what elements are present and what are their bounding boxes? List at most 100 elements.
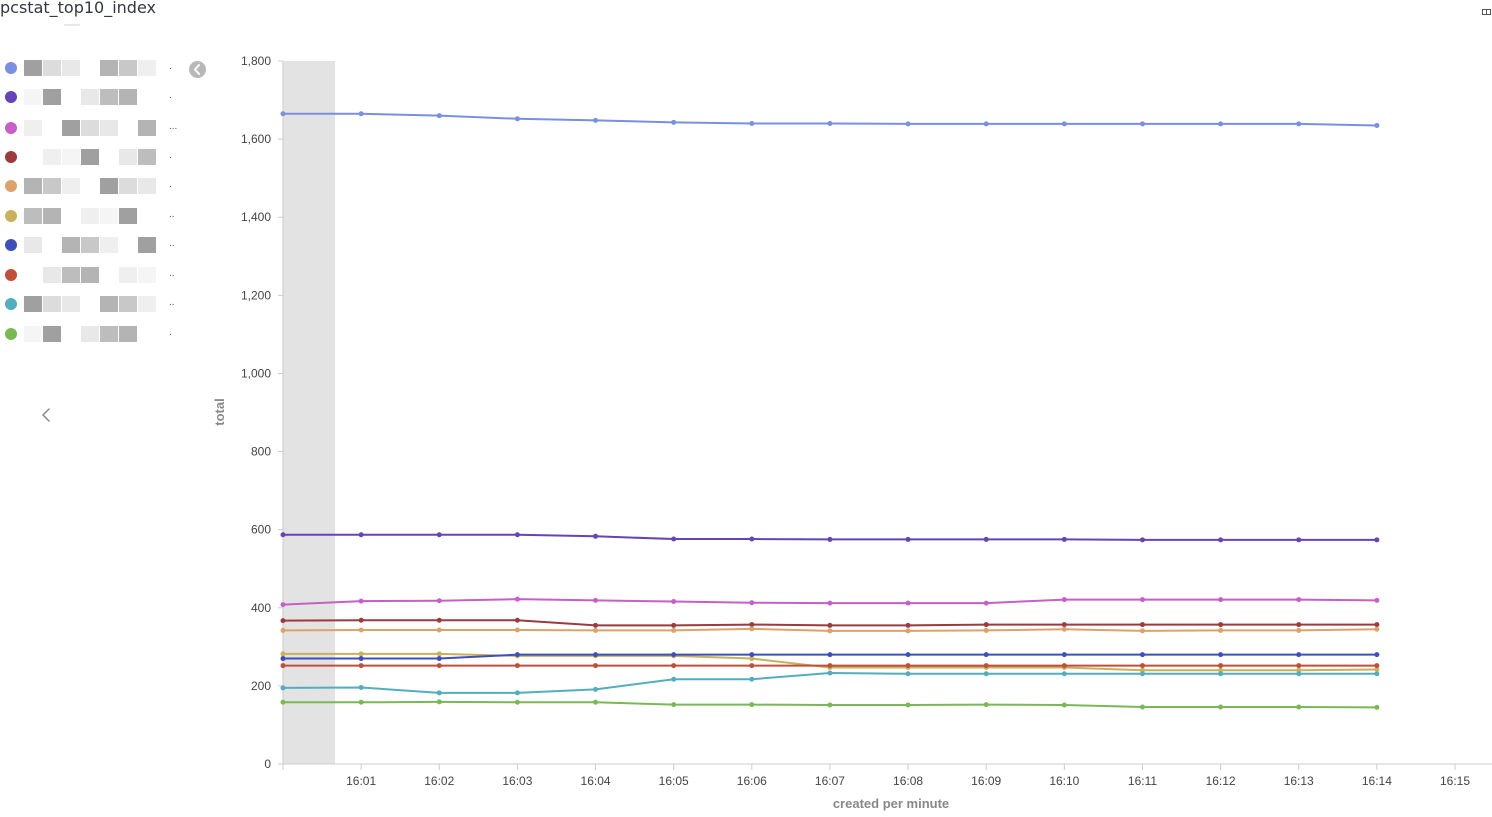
series-7-point <box>983 652 989 658</box>
x-tick-label: 16:08 <box>893 774 923 788</box>
series-10-point <box>1139 704 1145 710</box>
series-2-point <box>436 532 442 538</box>
panel-options-icon[interactable] <box>1482 9 1491 15</box>
series-7-point <box>1374 652 1380 658</box>
legend-item[interactable]: . <box>0 58 185 78</box>
series-4-point <box>358 617 364 623</box>
legend-item[interactable]: . <box>0 176 185 196</box>
legend-item[interactable]: . <box>0 147 185 167</box>
series-4-point <box>1374 622 1380 628</box>
series-2-point <box>1061 536 1067 542</box>
legend-color-dot[interactable] <box>5 62 17 74</box>
legend-item[interactable]: . <box>0 87 185 107</box>
legend-label-redacted <box>24 149 160 165</box>
series-1-point <box>671 119 677 125</box>
series-4-point <box>1218 622 1224 628</box>
series-9-point <box>514 690 520 696</box>
series-9-point <box>671 676 677 682</box>
series-1-point <box>593 117 599 123</box>
series-1-point <box>1296 121 1302 127</box>
series-4-point <box>905 622 911 628</box>
legend-ellipsis: . <box>169 90 172 101</box>
series-4-point <box>1139 622 1145 628</box>
series-7-point <box>514 652 520 658</box>
series-10-point <box>280 699 286 705</box>
legend-item[interactable]: .. <box>0 235 185 255</box>
series-4-point <box>436 617 442 623</box>
series-1-point <box>436 113 442 119</box>
series-2-point <box>1218 537 1224 543</box>
series-5-point <box>358 627 364 633</box>
series-5-point <box>593 627 599 633</box>
series-5-point <box>1139 628 1145 634</box>
series-7-point <box>358 656 364 662</box>
series-4-point <box>749 622 755 628</box>
series-5-point <box>1374 626 1380 632</box>
series-7-point <box>1218 652 1224 658</box>
series-1-point <box>749 120 755 126</box>
series-7-point <box>671 652 677 658</box>
series-2-point <box>593 533 599 539</box>
series-4-point <box>671 622 677 628</box>
legend-color-dot[interactable] <box>5 151 17 163</box>
legend-color-dot[interactable] <box>5 180 17 192</box>
series-6-point <box>280 651 286 657</box>
series-10-point <box>436 699 442 705</box>
series-3-point <box>593 597 599 603</box>
y-tick-label: 1,600 <box>241 132 271 146</box>
legend-label-redacted <box>24 178 160 194</box>
legend-color-dot[interactable] <box>5 122 17 134</box>
series-2-point <box>671 536 677 542</box>
series-9-point <box>280 685 286 691</box>
series-8-point <box>514 663 520 669</box>
series-5-point <box>1296 627 1302 633</box>
series-3-point <box>436 598 442 604</box>
legend-color-dot[interactable] <box>5 298 17 310</box>
series-6-point <box>1139 667 1145 673</box>
legend-item[interactable]: ... <box>0 118 185 138</box>
legend-item[interactable]: .. <box>0 294 185 314</box>
legend-item[interactable]: . <box>0 324 185 344</box>
legend-color-dot[interactable] <box>5 91 17 103</box>
collapse-arrow-icon[interactable] <box>38 404 54 426</box>
series-4-point <box>1296 622 1302 628</box>
series-7-point <box>436 656 442 662</box>
legend-item[interactable]: .. <box>0 206 185 226</box>
series-5-point <box>905 628 911 634</box>
x-tick-label: 16:15 <box>1440 774 1470 788</box>
legend-label-redacted <box>24 267 160 283</box>
legend-color-dot[interactable] <box>5 210 17 222</box>
legend-dot-mask <box>0 206 5 226</box>
series-3-point <box>1218 597 1224 603</box>
legend-color-dot[interactable] <box>5 328 17 340</box>
legend-color-dot[interactable] <box>5 239 17 251</box>
series-7-point <box>827 652 833 658</box>
series-2-point <box>983 536 989 542</box>
series-7-point <box>1139 652 1145 658</box>
series-7-point <box>1061 652 1067 658</box>
series-2-point <box>1296 537 1302 543</box>
series-9-point <box>1374 671 1380 677</box>
series-5-point <box>983 627 989 633</box>
legend-collapse-button[interactable] <box>189 61 206 78</box>
series-1-point <box>1139 121 1145 127</box>
series-6-point <box>1218 667 1224 673</box>
x-tick-label: 16:05 <box>659 774 689 788</box>
legend-dot-mask <box>0 176 5 196</box>
x-tick-label: 16:01 <box>346 774 376 788</box>
series-2-point <box>1139 537 1145 543</box>
series-4-point <box>983 622 989 628</box>
y-tick-label: 1,200 <box>241 288 271 302</box>
series-1-point <box>1218 121 1224 127</box>
legend-color-dot[interactable] <box>5 269 17 281</box>
legend-item[interactable]: .. <box>0 265 185 285</box>
y-axis-title: total <box>212 398 227 425</box>
series-1-point <box>1061 121 1067 127</box>
series-2-point <box>905 536 911 542</box>
series-1-point <box>983 121 989 127</box>
series-2-point <box>280 532 286 538</box>
series-3-point <box>827 600 833 606</box>
series-3-point <box>671 599 677 605</box>
series-7-point <box>905 652 911 658</box>
